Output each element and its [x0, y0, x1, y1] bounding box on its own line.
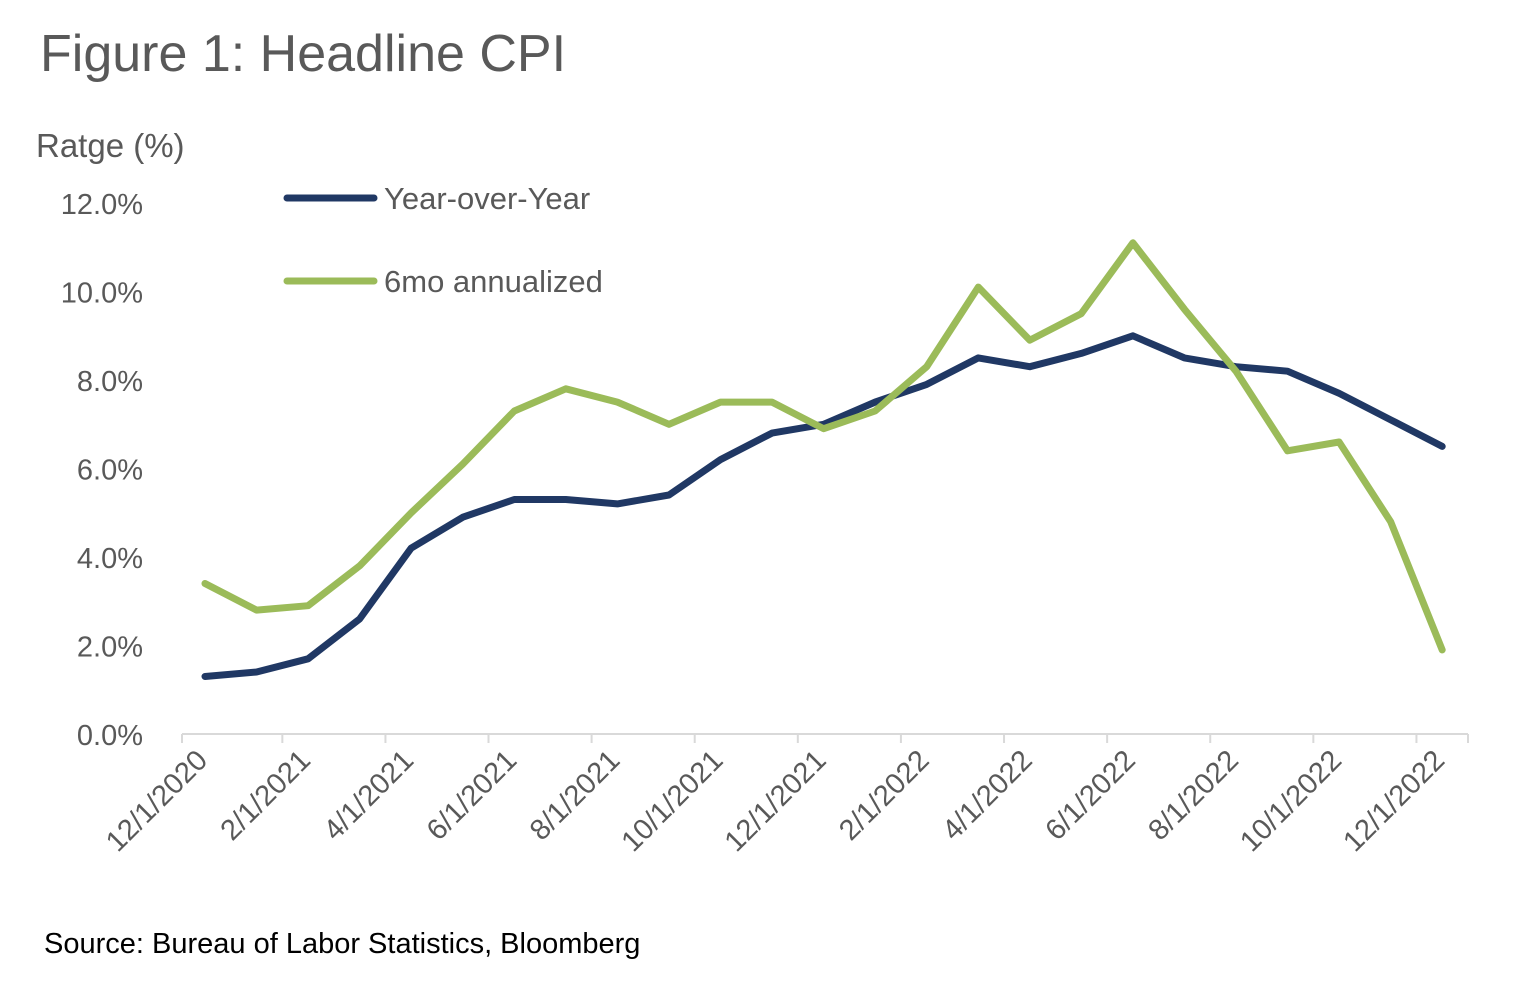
- x-tick-label: 4/1/2022: [936, 744, 1038, 846]
- y-tick-label: 0.0%: [77, 720, 143, 752]
- x-tick-label: 10/1/2022: [1234, 744, 1348, 858]
- y-tick-label: 10.0%: [61, 278, 143, 310]
- x-tick-label: 12/1/2022: [1337, 744, 1451, 858]
- y-tick-label: 6.0%: [77, 455, 143, 487]
- x-tick-label: 12/1/2021: [719, 744, 833, 858]
- y-tick-label: 2.0%: [77, 632, 143, 664]
- series-line-year-over-year: [201, 332, 1446, 680]
- x-tick-label: 12/1/2020: [100, 744, 214, 858]
- y-tick-label: 8.0%: [77, 366, 143, 398]
- legend-label-6mo-annualized: 6mo annualized: [384, 264, 603, 299]
- source-note: Source: Bureau of Labor Statistics, Bloo…: [44, 928, 641, 960]
- chart-title: Figure 1: Headline CPI: [40, 25, 567, 83]
- y-tick-label: 12.0%: [61, 189, 143, 221]
- x-tick-label: 2/1/2022: [833, 744, 935, 846]
- x-tick-label: 8/1/2022: [1142, 744, 1244, 846]
- y-axis-label: Ratge (%): [36, 127, 185, 164]
- x-tick-label: 4/1/2021: [318, 744, 420, 846]
- series-line-6mo-annualized: [201, 239, 1446, 654]
- x-tick-label: 2/1/2021: [215, 744, 317, 846]
- x-tick-label: 8/1/2021: [524, 744, 626, 846]
- y-tick-label: 4.0%: [77, 543, 143, 575]
- x-tick-label: 10/1/2021: [616, 744, 730, 858]
- x-tick-label: 6/1/2021: [421, 744, 523, 846]
- legend-label-year-over-year: Year-over-Year: [384, 181, 590, 216]
- x-tick-label: 6/1/2022: [1039, 744, 1141, 846]
